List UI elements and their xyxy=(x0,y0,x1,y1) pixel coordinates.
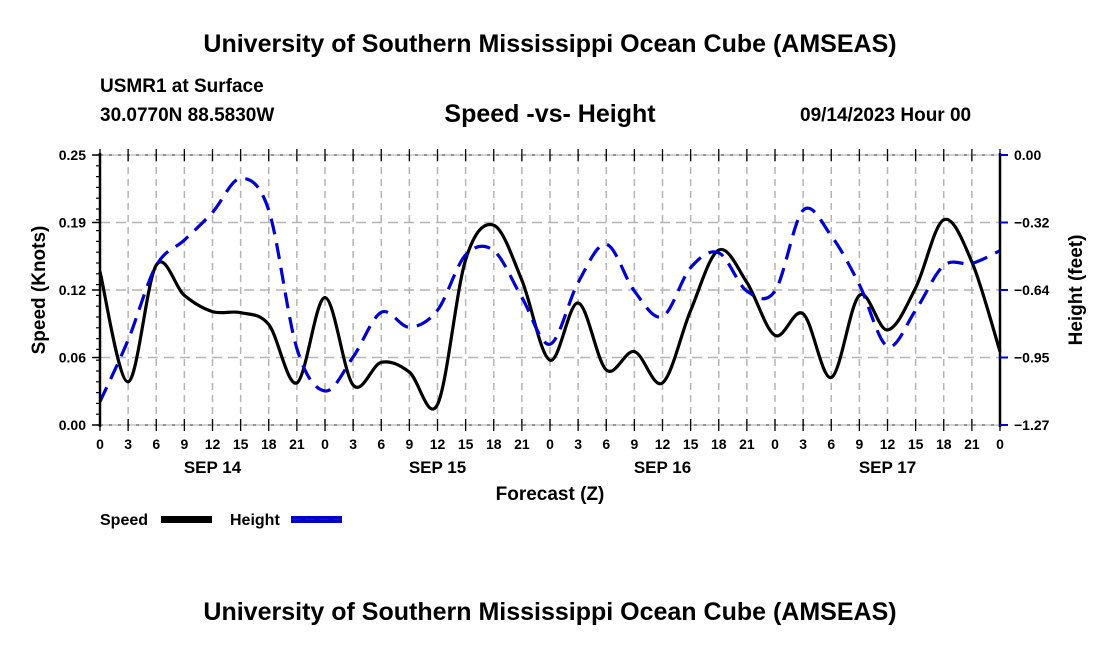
y-tick-label: 0.06 xyxy=(59,350,86,366)
x-tick-label: 18 xyxy=(711,436,727,452)
station-label: USMR1 at Surface xyxy=(100,76,264,97)
main-title: University of Southern Mississippi Ocean… xyxy=(203,30,897,58)
datetime-label: 09/14/2023 Hour 00 xyxy=(800,105,972,126)
x-tick-label: 18 xyxy=(486,436,502,452)
y-tick-label: 0.12 xyxy=(59,282,86,298)
x-tick-label: 15 xyxy=(233,436,249,452)
x-tick-label: 6 xyxy=(377,436,385,452)
legend: Speed Height xyxy=(100,512,342,529)
legend-speed-swatch xyxy=(161,516,212,523)
x-tick-label: 21 xyxy=(964,436,980,452)
x-tick-label: 0 xyxy=(96,436,104,452)
x-day-label: SEP 14 xyxy=(184,458,242,477)
x-day-label: SEP 17 xyxy=(859,458,916,477)
x-tick-label: 6 xyxy=(827,436,835,452)
x-tick-label: 15 xyxy=(908,436,924,452)
y2-tick-label: −0.64 xyxy=(1014,282,1050,298)
x-tick-label: 21 xyxy=(739,436,755,452)
x-tick-label: 15 xyxy=(458,436,474,452)
x-tick-label: 9 xyxy=(855,436,863,452)
legend-height-swatch xyxy=(291,516,342,523)
y-tick-label: 0.19 xyxy=(59,215,86,231)
legend-height-label: Height xyxy=(230,512,280,529)
x-tick-label: 3 xyxy=(574,436,582,452)
x-tick-label: 6 xyxy=(152,436,160,452)
x-tick-label: 9 xyxy=(180,436,188,452)
bottom-title: University of Southern Mississippi Ocean… xyxy=(203,598,897,626)
x-tick-label: 12 xyxy=(655,436,671,452)
series-layer xyxy=(98,176,1002,411)
x-day-label: SEP 15 xyxy=(409,458,466,477)
x-tick-label: 6 xyxy=(602,436,610,452)
axes xyxy=(92,149,1008,431)
chart-subtitle: Speed -vs- Height xyxy=(444,100,656,128)
x-tick-label: 0 xyxy=(996,436,1004,452)
tick-labels: 0.00 0.06 0.12 0.19 0.25 0.00 −0.32 −0.64 −0.95 −… xyxy=(59,147,1050,477)
x-tick-label: 3 xyxy=(799,436,807,452)
y2-tick-label: −1.27 xyxy=(1014,417,1050,433)
y-tick-label: 0.00 xyxy=(59,417,86,433)
x-tick-label: 12 xyxy=(880,436,896,452)
x-tick-label: 18 xyxy=(936,436,952,452)
x-tick-label: 3 xyxy=(124,436,132,452)
y2-axis-title: Height (feet) xyxy=(1066,235,1087,346)
y2-tick-label: −0.95 xyxy=(1014,350,1050,366)
x-tick-label: 0 xyxy=(546,436,554,452)
x-tick-label: 15 xyxy=(683,436,699,452)
y-tick-label: 0.25 xyxy=(59,147,86,163)
x-tick-label: 18 xyxy=(261,436,277,452)
x-tick-label: 0 xyxy=(771,436,779,452)
y2-tick-label: 0.00 xyxy=(1014,147,1041,163)
x-day-label: SEP 16 xyxy=(634,458,691,477)
x-tick-label: 0 xyxy=(321,436,329,452)
x-axis-title: Forecast (Z) xyxy=(496,484,605,505)
x-tick-label: 21 xyxy=(514,436,530,452)
x-tick-label: 9 xyxy=(630,436,638,452)
x-tick-label: 3 xyxy=(349,436,357,452)
x-tick-label: 12 xyxy=(430,436,446,452)
x-tick-label: 21 xyxy=(289,436,305,452)
grid xyxy=(100,155,1000,425)
coordinates-label: 30.0770N 88.5830W xyxy=(100,105,275,126)
legend-speed-label: Speed xyxy=(100,512,148,529)
x-tick-label: 9 xyxy=(405,436,413,452)
y2-tick-label: −0.32 xyxy=(1014,215,1050,231)
x-tick-label: 12 xyxy=(205,436,221,452)
y-axis-title: Speed (Knots) xyxy=(29,226,50,355)
